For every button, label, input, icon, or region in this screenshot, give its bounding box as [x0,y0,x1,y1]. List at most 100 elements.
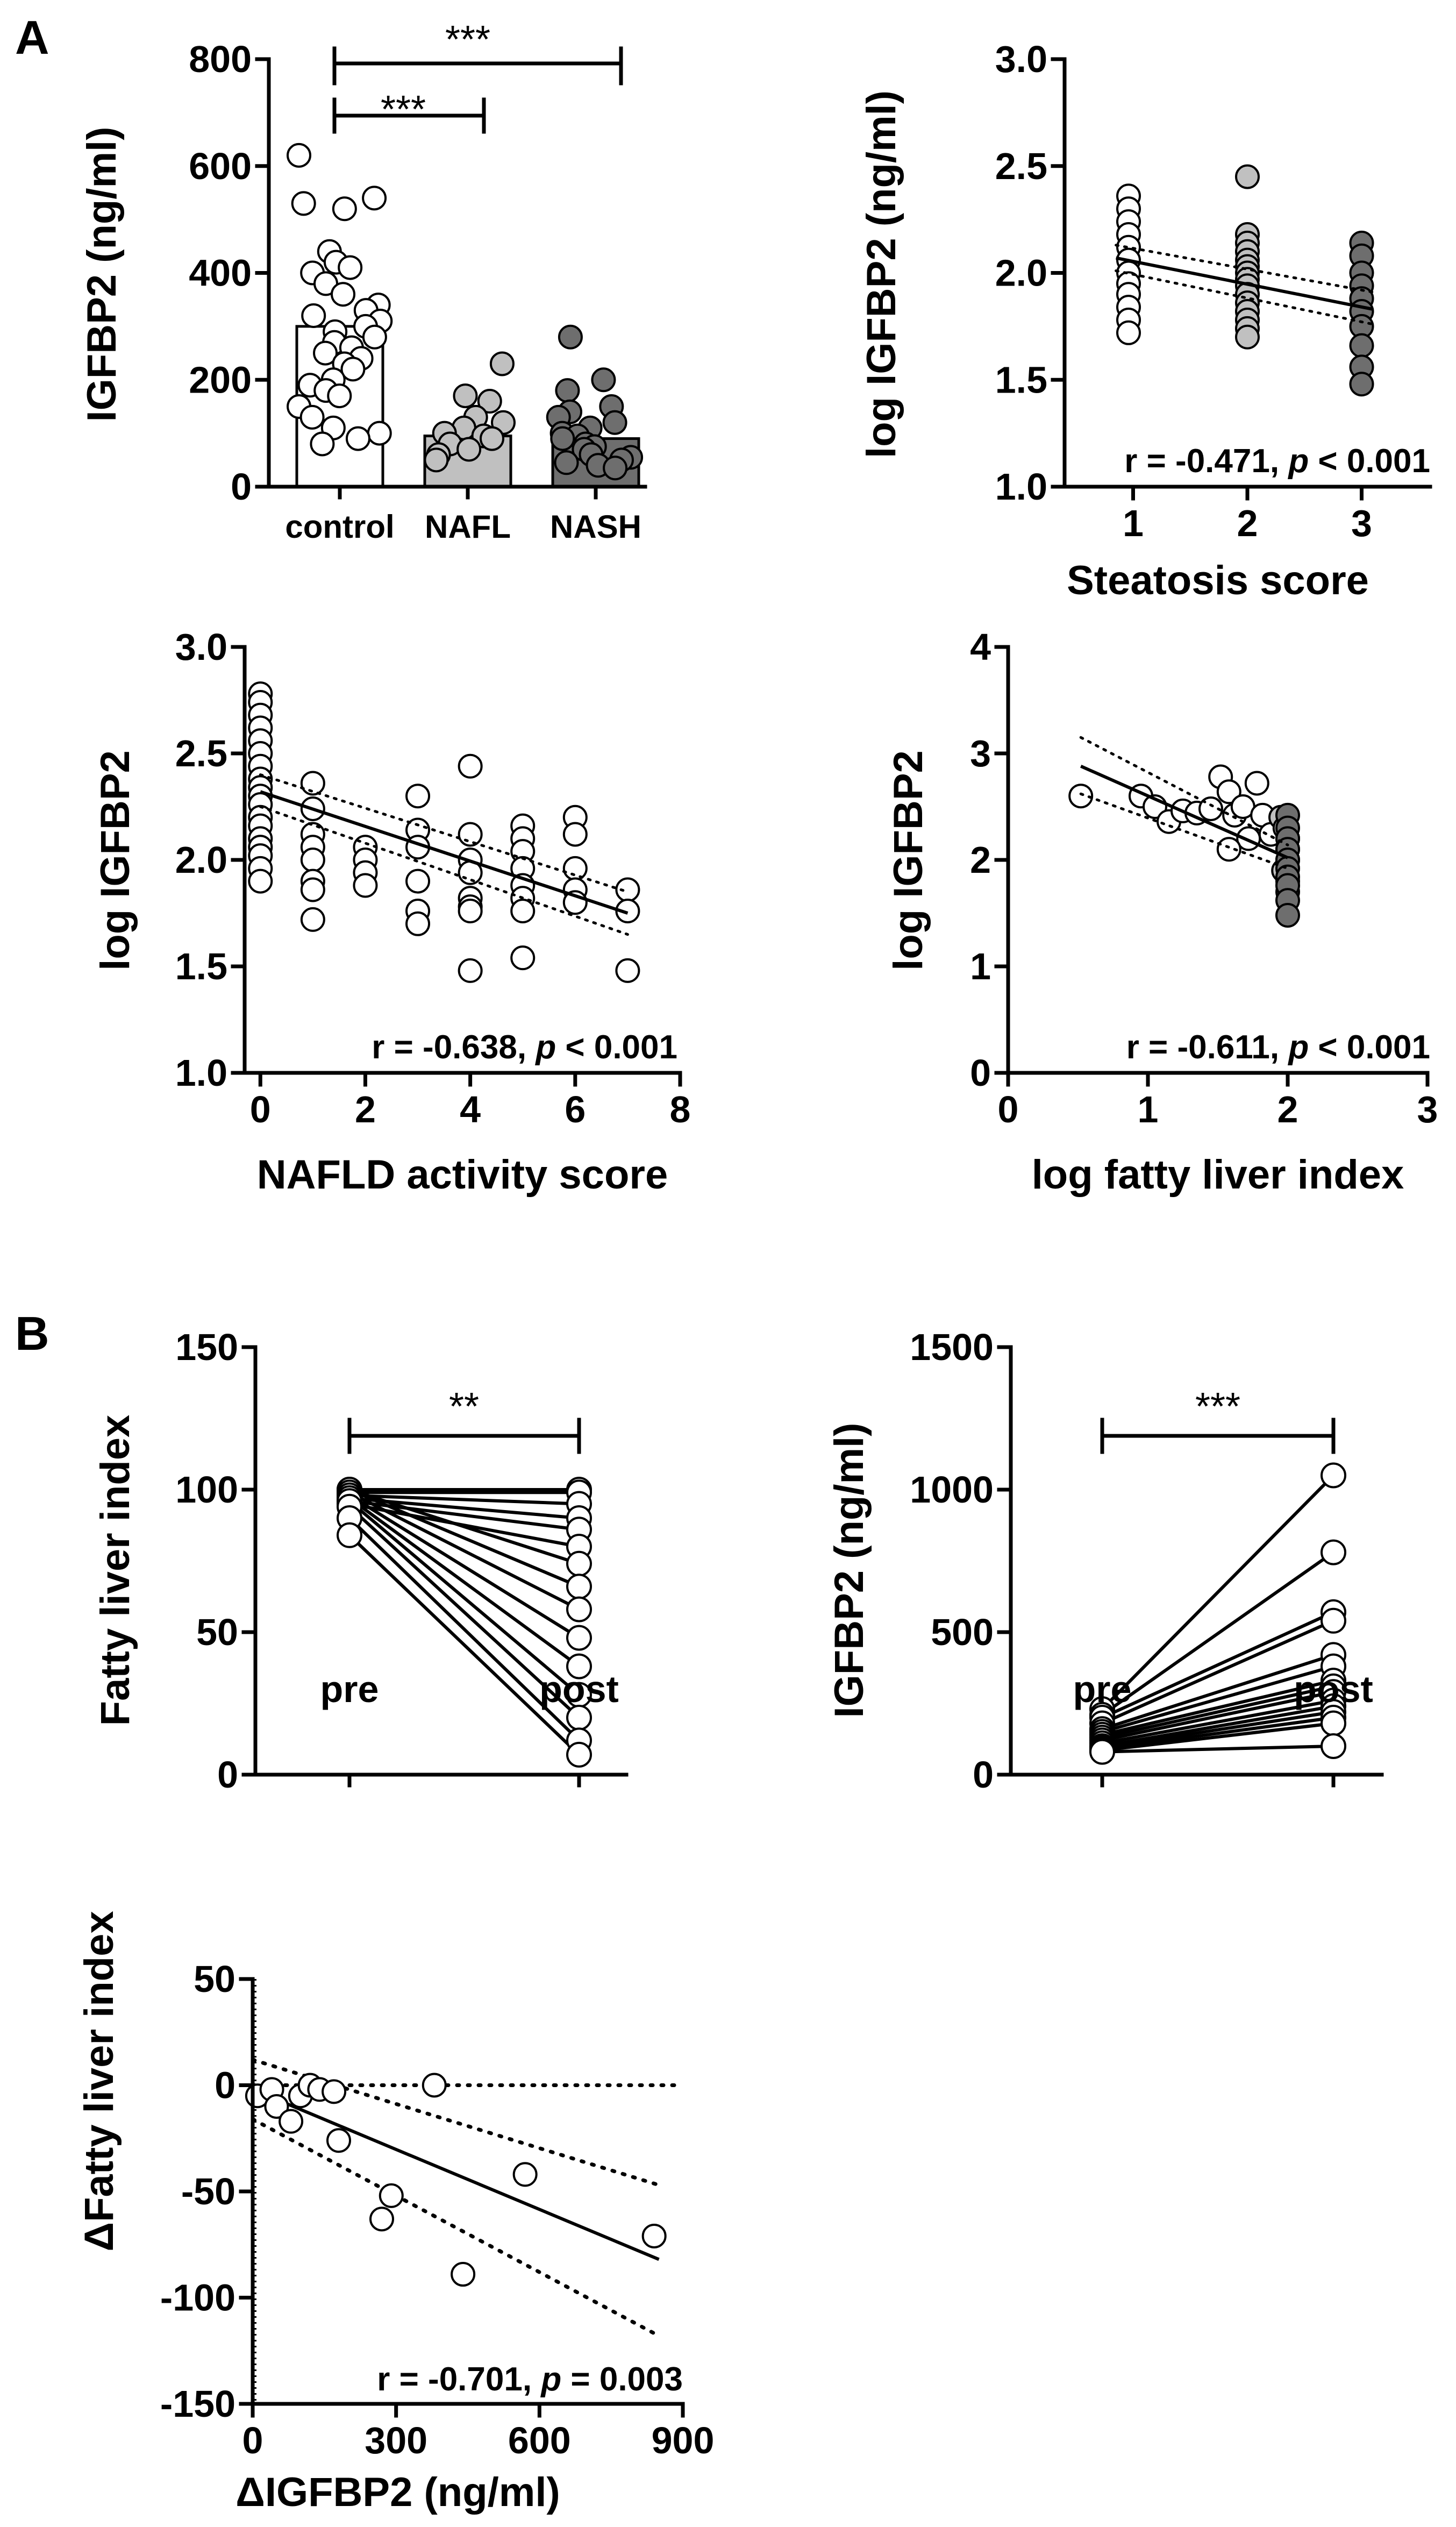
a1-y-tick-label: 200 [189,359,252,401]
a2-point-score-2 [1235,164,1260,189]
a4-y-tick-label: 1 [970,945,991,987]
a2-point-score-3 [1349,372,1374,397]
a1-point-control [332,196,357,222]
a4-x-tick-label: 3 [1417,1088,1438,1130]
b2-subject-line [1102,1664,1334,1734]
b1-y-label: Fatty liver index [92,1415,138,1726]
panel-label-a: A [15,11,49,64]
a3-point [300,771,325,796]
b3-ci-lower [251,2117,661,2338]
b1-subject-line [348,1488,580,1588]
a1-point-control [362,324,387,350]
a3-point [562,856,588,881]
b3-y-tick-label: -50 [181,2170,235,2212]
a3-point [353,873,378,898]
b2-point-post [1321,1462,1346,1489]
a3-x-tick-label: 2 [355,1088,376,1130]
a3-x-tick-label: 4 [460,1088,481,1130]
a1-marks: 0 200 400 600 800 [189,38,647,508]
a1-point-nash [554,450,579,475]
a3-point [248,869,273,894]
a3-point [615,958,640,983]
b1-point-post [566,1574,592,1600]
a3-y-tick-label: 1.0 [175,1052,227,1094]
a1-point-control [291,191,316,216]
b1-point-pre [337,1522,362,1548]
b2-subject-line [1102,1745,1334,1754]
a2-y-tick-label: 3.0 [995,38,1047,80]
b1-point-post [566,1596,592,1622]
a1-cat-nafl: NAFL [425,509,511,545]
a3-y-tick-label: 1.5 [175,945,227,987]
b2-point-post [1321,1710,1346,1736]
a1-y-label: IGFBP2 (ng/ml) [79,127,125,422]
a1-point-nafl [453,383,478,409]
b3-point [641,2223,667,2248]
a1-point-control [313,340,338,366]
a1-sig-control-nafl: *** [381,88,426,131]
b3-x-tick-label: 600 [508,2419,571,2461]
b2-sig: *** [1195,1385,1240,1428]
a3-point [458,822,483,847]
b3-y-label: ΔFatty liver index [76,1911,122,2251]
b1-point-post [566,1741,592,1768]
a2-ci-lower [1115,269,1375,326]
b2-subject-line [1102,1679,1334,1736]
a3-y-label: log IGFBP2 [92,750,138,971]
b3-fit-line [252,2088,660,2261]
b2-subject-line [1102,1653,1334,1731]
a4-x-label: log fatty liver index [1032,1152,1404,1198]
b2-subject-line [1102,1699,1334,1745]
a4-y-tick-label: 0 [970,1052,991,1094]
a3-point [458,958,483,983]
a3-point [405,911,431,936]
a2-annotation: r = -0.471, p < 0.001 [1124,443,1430,480]
a4-fit-line [1080,765,1289,859]
a4-x-tick-label: 2 [1277,1088,1298,1130]
b2-cat-pre: pre [1073,1668,1132,1710]
a4-point-nash [1275,902,1300,928]
a1-y-tick-label: 800 [189,38,252,80]
chart-fli-pre-post: 0 50 100 150 Fatty liver index pre post ** [92,1326,629,1796]
b3-point [512,2162,538,2187]
a1-point-control [338,255,363,280]
a2-x-tick-label: 3 [1351,502,1372,544]
a3-point [300,877,325,902]
b3-point [379,2183,404,2208]
a3-annotation: r = -0.638, p < 0.001 [372,1029,677,1066]
b2-subject-line [1101,1474,1335,1711]
b1-subject-line [348,1505,581,1719]
b2-subject-line [1102,1716,1334,1751]
b3-x-tick-label: 300 [365,2419,427,2461]
a2-y-tick-label: 2.0 [995,252,1047,294]
b1-y-tick-label: 150 [175,1326,238,1368]
b2-subject-line [1102,1684,1334,1740]
b3-x-tick-label: 900 [652,2419,715,2461]
a3-point [300,907,325,932]
a4-y-label: log IGFBP2 [886,750,931,971]
b1-subject-line [348,1497,580,1668]
b3-point [451,2262,476,2287]
a3-point [405,869,431,894]
b2-marks: 0 500 1000 1500 [910,1326,1384,1796]
a1-point-control [362,186,387,211]
a3-ci-upper [259,773,629,893]
a1-point-control [301,303,326,328]
b1-point-post [566,1625,592,1651]
chart-delta-correlation: -150 -100 -50 0 50 0 300 600 900 ΔFatty liver in… [76,1911,714,2515]
b1-subject-line [348,1494,580,1640]
a3-point [458,753,483,779]
a2-fit-line [1116,256,1374,311]
a2-x-label: Steatosis score [1067,558,1369,603]
a3-point [510,899,536,924]
a2-point-score-3 [1349,333,1374,358]
a2-point-score-1 [1116,320,1141,345]
panel-label-b: B [15,1307,49,1360]
a2-x-tick-label: 2 [1237,502,1258,544]
b1-cat-post: post [539,1668,619,1710]
a3-y-tick-label: 2.0 [175,839,227,881]
b2-subject-line [1101,1551,1334,1717]
a1-point-nafl [456,437,482,462]
b1-y-tick-label: 50 [196,1611,238,1653]
